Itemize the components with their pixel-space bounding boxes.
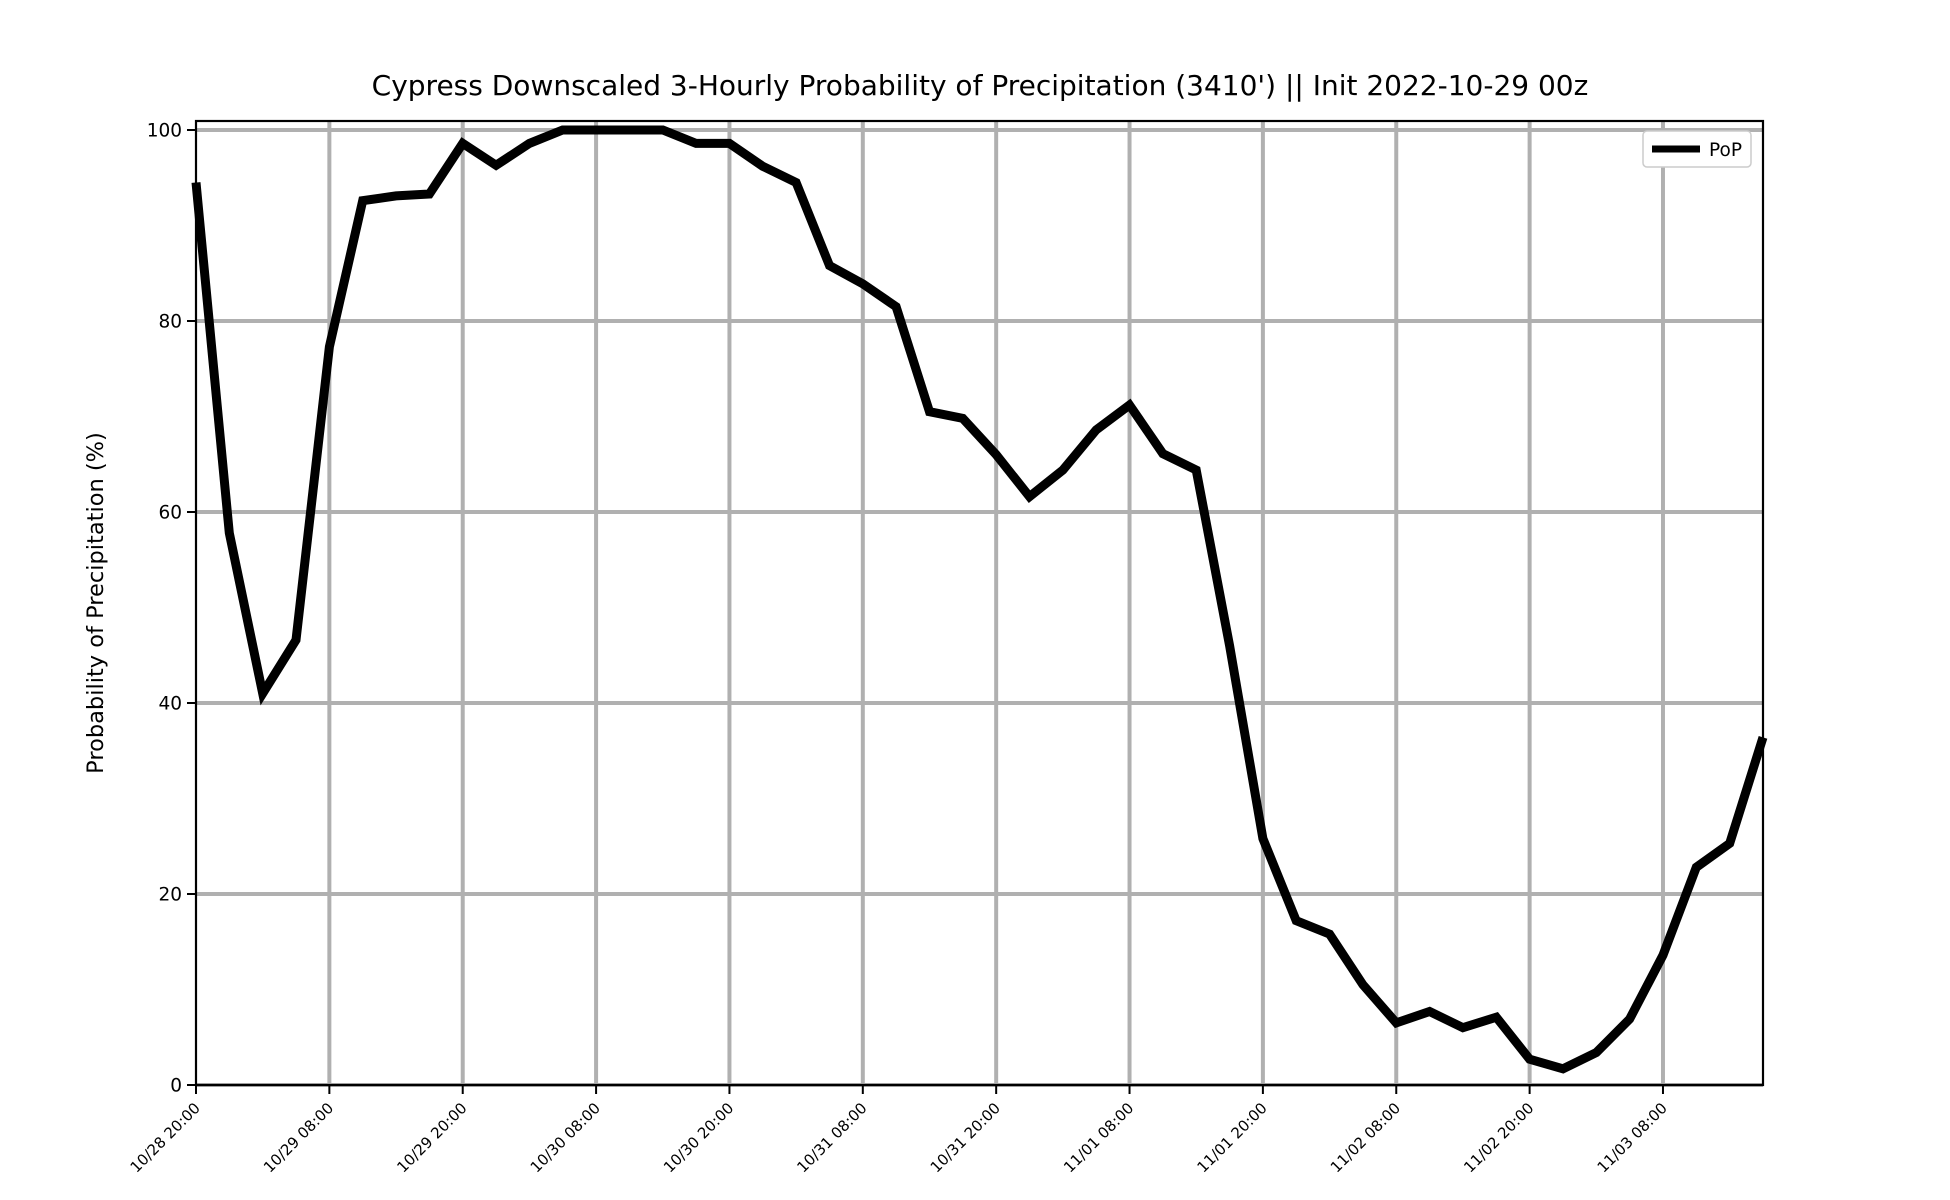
y-tick-label: 40 (158, 694, 182, 715)
x-tick-label: 10/28 20:00 (127, 1099, 204, 1176)
grid (196, 121, 1763, 1087)
x-tick-label: 10/30 20:00 (660, 1099, 737, 1176)
legend: PoP (1642, 130, 1752, 168)
x-tick-label: 10/29 20:00 (393, 1099, 470, 1176)
y-tick-label: 0 (170, 1076, 182, 1097)
y-tick-label: 100 (147, 121, 182, 142)
y-tick-label: 80 (158, 312, 182, 333)
x-tick-label: 11/01 08:00 (1060, 1099, 1137, 1176)
series-line-pop (191, 125, 1768, 1074)
legend-label-pop: PoP (1709, 140, 1742, 161)
x-tick-label: 10/31 20:00 (927, 1099, 1004, 1176)
y-tick-label: 20 (158, 885, 182, 906)
y-axis-label: Probability of Precipitation (%) (83, 432, 109, 774)
x-tick-label: 10/30 08:00 (527, 1099, 604, 1176)
x-tick-label: 10/29 08:00 (260, 1099, 337, 1176)
x-tick-label: 10/31 08:00 (793, 1099, 870, 1176)
plot-area-frame (194, 119, 1765, 1087)
x-tick-label: 11/01 20:00 (1193, 1099, 1270, 1176)
chart-title: Cypress Downscaled 3-Hourly Probability … (372, 69, 1589, 102)
series-layer (191, 125, 1768, 1074)
x-tick-label: 11/02 20:00 (1460, 1099, 1537, 1176)
x-tick-label: 11/03 08:00 (1594, 1099, 1671, 1176)
y-tick-label: 60 (158, 503, 182, 524)
x-tick-label: 11/02 08:00 (1327, 1099, 1404, 1176)
